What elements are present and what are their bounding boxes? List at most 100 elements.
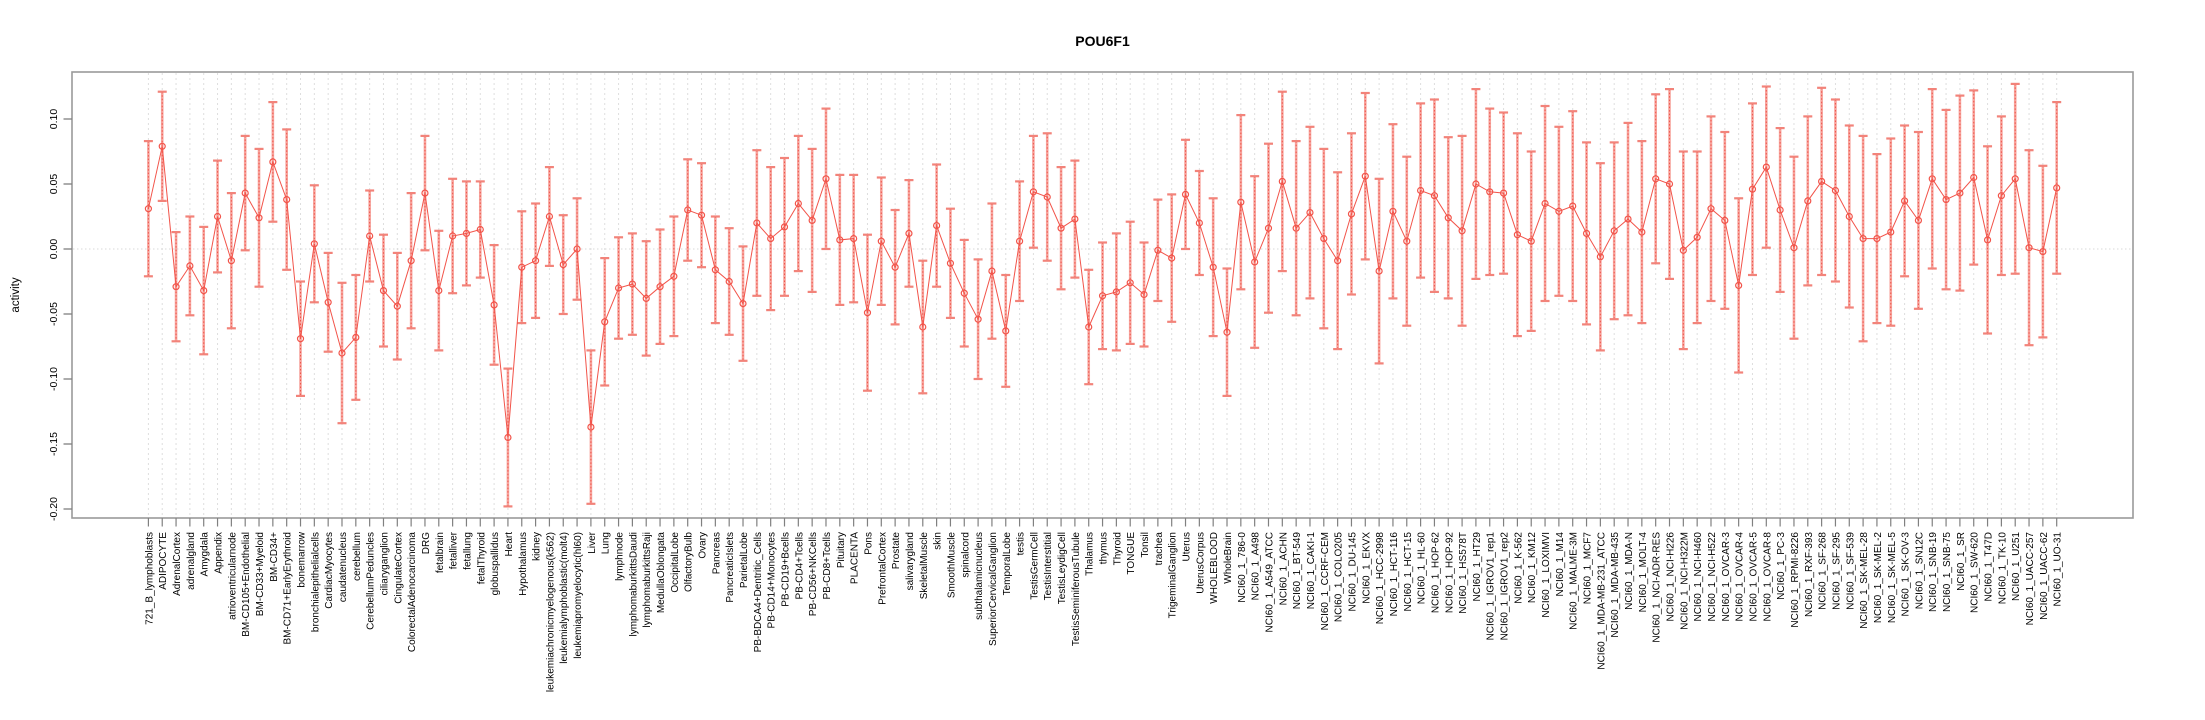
x-tick-label: NCI60_1_SNB-75 (1942, 532, 1953, 612)
x-tick-label: SkeletalMuscle (919, 532, 930, 600)
x-tick-label: NCI60_1_SN12C (1914, 532, 1925, 609)
x-tick-label: NCI60_1_NCI-H460 (1693, 532, 1704, 622)
data-point (601, 318, 609, 326)
data-point (559, 261, 567, 269)
x-tick-label: Liver (587, 531, 598, 553)
data-point (919, 323, 927, 331)
x-tick-label: AdrenalCortex (172, 532, 183, 596)
x-tick-label: OlfactoryBulb (684, 532, 695, 592)
x-tick-label: PrefrontalCortex (877, 532, 888, 605)
data-point (1845, 212, 1853, 221)
data-point (1306, 209, 1314, 217)
data-point (1320, 235, 1328, 243)
data-point (269, 158, 277, 166)
x-tick-label: NCI60_1_SR (1956, 532, 1967, 591)
data-point (213, 212, 222, 221)
x-tick-label: Uterus (1182, 532, 1193, 561)
data-point (1638, 228, 1646, 236)
x-tick-label: PB-CD14+Monocytes (767, 532, 778, 628)
x-tick-label: ColorectalAdenocarcinoma (407, 532, 418, 653)
data-point (946, 259, 955, 267)
x-tick-label: NCI60_1_SNB-19 (1928, 532, 1939, 612)
x-tick-label: Hypothalamus (518, 532, 529, 596)
x-tick-label: TrigeminalGanglion (1168, 532, 1179, 618)
data-point (974, 315, 982, 323)
data-point (670, 272, 678, 280)
y-tick-label: -0.10 (48, 367, 60, 391)
x-tick-label: NCI60_1_PC-3 (1776, 532, 1787, 600)
data-point (1983, 236, 1992, 244)
data-point (172, 283, 180, 291)
x-tick-label: MedullaOblongata (656, 532, 667, 614)
data-point (1569, 202, 1577, 210)
x-tick-label: WholeBrain (1223, 532, 1234, 584)
x-tick-label: fetalbrain (435, 532, 446, 573)
data-point (1375, 267, 1383, 275)
x-tick-label: Appendix (214, 532, 225, 574)
data-point (393, 302, 401, 310)
data-point (1541, 199, 1549, 208)
x-tick-label: UterusCorpus (1195, 532, 1206, 594)
data-point (1596, 253, 1604, 261)
x-tick-label: NCI60_1_A498 (1251, 532, 1262, 601)
x-tick-label: NCI60_1_LOXIMVI (1541, 532, 1552, 618)
x-tick-label: TestisGermCell (1029, 532, 1040, 600)
data-point (1956, 189, 1964, 197)
x-tick-label: NCI60_1_SW-620 (1970, 532, 1981, 613)
data-point (587, 423, 595, 431)
x-tick-label: atrioventricularnode (227, 532, 238, 620)
x-tick-label: WHOLEBLOOD (1209, 532, 1220, 604)
x-tick-label: NCI60_1_OVCAR-5 (1748, 532, 1759, 622)
data-point (1624, 215, 1632, 223)
data-point (1776, 206, 1784, 214)
data-point (1430, 192, 1439, 200)
data-point (1942, 196, 1950, 204)
x-tick-label: spinalcord (960, 532, 971, 578)
data-point (1154, 246, 1162, 254)
data-point (1679, 246, 1687, 254)
x-tick-label: caudatenucleus (338, 532, 349, 602)
x-tick-label: Amygdala (200, 532, 211, 577)
x-tick-label: BM-CD34+ (269, 532, 280, 582)
x-tick-label: NCI60_1_EKVX (1361, 532, 1372, 604)
x-tick-label: lymphnode (615, 532, 626, 581)
y-tick-label: 0.00 (48, 239, 60, 260)
data-point (1334, 257, 1342, 265)
x-tick-label: NCI60_1_CAKI-1 (1306, 532, 1317, 610)
data-point (421, 189, 429, 197)
data-point (1043, 193, 1051, 201)
x-tick-label: NCI60_1_HT29 (1472, 532, 1483, 602)
x-tick-label: TestisSeminiferousTubule (1071, 532, 1082, 647)
x-tick-label: PLACENTA (850, 532, 861, 584)
x-tick-label: NCI60_1_M14 (1555, 532, 1566, 597)
data-point (614, 284, 623, 292)
x-tick-label: salivarygland (905, 532, 916, 590)
data-point (1914, 216, 1923, 224)
x-tick-label: ParietalLobe (739, 532, 750, 589)
data-point (628, 280, 636, 288)
data-point (1721, 216, 1729, 224)
data-point (1928, 175, 1936, 183)
y-tick-label: -0.20 (48, 497, 60, 521)
data-point (158, 142, 166, 150)
data-point (366, 232, 374, 240)
x-tick-label: NCI60_1_786-0 (1237, 532, 1248, 603)
x-tick-label: TestisInterstitial (1043, 532, 1054, 600)
x-tick-label: NCI60_1_HS578T (1458, 532, 1469, 614)
data-point (2039, 248, 2047, 256)
data-point (1486, 188, 1494, 196)
x-tick-label: PB-CD56+NKCells (808, 532, 819, 616)
x-tick-label: globuspallidus (490, 532, 501, 595)
x-tick-label: OccipitalLobe (670, 532, 681, 593)
data-point (255, 214, 263, 222)
x-tick-label: NCI60_1_UACC-257 (2025, 532, 2036, 626)
data-point (1652, 175, 1660, 183)
x-tick-label: NCI60_1_SF-295 (1831, 532, 1842, 610)
data-point (1527, 237, 1535, 245)
data-point (1665, 180, 1674, 188)
x-tick-label: Heart (504, 532, 515, 557)
x-tick-label: NCI60_1_RPMI-8226 (1790, 532, 1801, 628)
data-point (324, 298, 332, 306)
y-tick-label: -0.15 (48, 432, 60, 456)
data-point (1970, 173, 1978, 182)
